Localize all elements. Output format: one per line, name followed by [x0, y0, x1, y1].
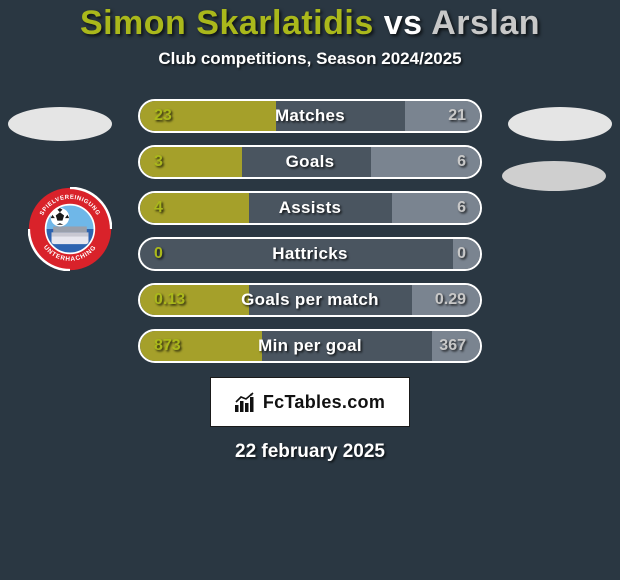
bar-label: Min per goal	[258, 336, 362, 356]
bar-value-left: 873	[154, 337, 181, 355]
branding-text: FcTables.com	[263, 392, 385, 413]
bar-value-right: 0.29	[435, 291, 466, 309]
bars-rising-icon	[235, 392, 257, 412]
bar-label: Hattricks	[272, 244, 347, 264]
stat-bars: 23 21 Matches 3 6 Goals 4 6 Assists 0 0 Hattricks 0.…	[138, 99, 482, 363]
player1-photo-placeholder	[8, 107, 112, 141]
bar-value-left: 3	[154, 153, 163, 171]
bar-value-right: 21	[448, 107, 466, 125]
stat-bar: 873 367 Min per goal	[138, 329, 482, 363]
bar-fill-right	[392, 193, 480, 223]
bar-value-left: 23	[154, 107, 172, 125]
comparison-title: Simon Skarlatidis vs Arslan	[0, 4, 620, 43]
bar-value-right: 6	[457, 153, 466, 171]
stat-bar: 0 0 Hattricks	[138, 237, 482, 271]
bar-label: Goals per match	[241, 290, 379, 310]
bar-label: Matches	[275, 106, 345, 126]
stat-bar: 3 6 Goals	[138, 145, 482, 179]
branding-badge: FcTables.com	[210, 377, 410, 427]
bar-value-right: 0	[457, 245, 466, 263]
stat-bar: 4 6 Assists	[138, 191, 482, 225]
bar-fill-right	[405, 101, 480, 131]
club-badge-icon: SPIELVEREINIGUNG UNTERHACHING	[28, 187, 112, 271]
comparison-area: SPIELVEREINIGUNG UNTERHACHING	[0, 99, 620, 363]
player2-photo-placeholder	[508, 107, 612, 141]
stat-bar: 23 21 Matches	[138, 99, 482, 133]
player1-name: Simon Skarlatidis	[80, 4, 374, 42]
bar-value-right: 6	[457, 199, 466, 217]
player2-name: Arslan	[431, 4, 540, 42]
player2-club-placeholder	[502, 161, 606, 191]
content-root: Simon Skarlatidis vs Arslan Club competi…	[0, 0, 620, 580]
player1-club-badge: SPIELVEREINIGUNG UNTERHACHING	[28, 187, 112, 271]
bar-value-left: 4	[154, 199, 163, 217]
bar-label: Goals	[286, 152, 335, 172]
subtitle: Club competitions, Season 2024/2025	[0, 49, 620, 69]
bar-value-left: 0.13	[154, 291, 185, 309]
bar-value-right: 367	[439, 337, 466, 355]
vs-label: vs	[384, 4, 423, 42]
bar-label: Assists	[279, 198, 342, 218]
stat-bar: 0.13 0.29 Goals per match	[138, 283, 482, 317]
bar-value-left: 0	[154, 245, 163, 263]
date-label: 22 february 2025	[0, 441, 620, 463]
